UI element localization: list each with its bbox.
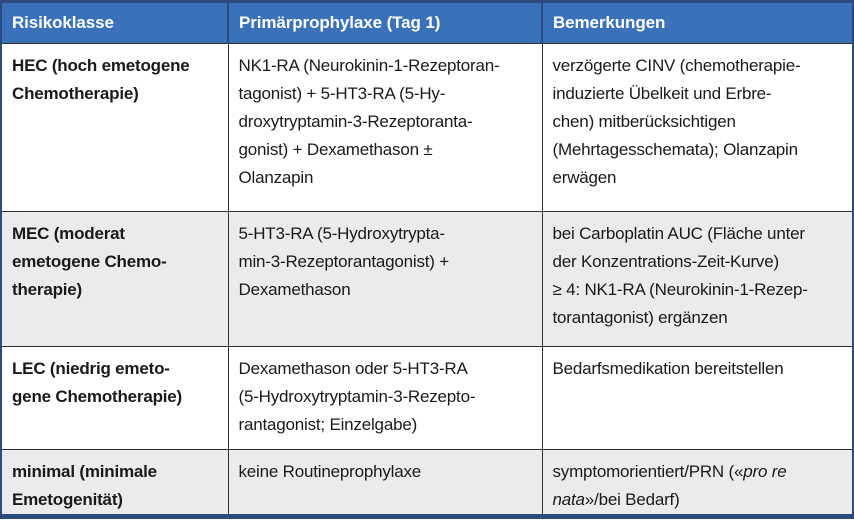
remarks-text-before: symptomorientiert/PRN (« <box>552 461 744 481</box>
cell-prophylaxis-minimal: keine Routineprophylaxe <box>227 448 542 514</box>
header-row: Risikoklasse Primärprophylaxe (Tag 1) Be… <box>2 3 852 43</box>
remarks-latin-italic: pro re <box>743 461 787 481</box>
cell-remarks-minimal: symptomorientiert/PRN («pro re nata»/bei … <box>541 448 852 514</box>
remarks-text-after: »/bei Bedarf) <box>584 489 680 509</box>
remarks-latin-italic: nata <box>552 489 585 509</box>
cell-remarks-mec: bei Carboplatin AUC (Fläche unter der Ko… <box>541 210 852 346</box>
column-header-primaerprophylaxe: Primärprophylaxe (Tag 1) <box>227 3 542 43</box>
column-header-bemerkungen: Bemerkungen <box>541 3 852 43</box>
column-header-risikoklasse: Risikoklasse <box>2 3 228 43</box>
antiemetic-prophylaxis-table: Risikoklasse Primärprophylaxe (Tag 1) Be… <box>2 3 852 514</box>
cell-risk-class-hec: HEC (hoch emetogene Chemotherapie) <box>2 42 228 211</box>
table-row-hec: HEC (hoch emetogene Chemotherapie) NK1-R… <box>2 42 852 211</box>
table-row-minimal: minimal (minimale Emetogenität) keine Ro… <box>2 448 852 514</box>
cell-remarks-lec: Bedarfsmedikation bereitstellen <box>541 345 852 449</box>
cell-risk-class-mec: MEC (moderat emetogene Chemo- therapie) <box>2 210 228 346</box>
cell-prophylaxis-mec: 5-HT3-RA (5-Hydroxytrypta- min-3-Rezepto… <box>227 210 542 346</box>
cell-remarks-hec: verzögerte CINV (chemotherapie- induzier… <box>541 42 852 211</box>
remarks-line-1: symptomorientiert/PRN («pro re <box>553 458 843 486</box>
table-row-lec: LEC (niedrig emeto- gene Chemotherapie) … <box>2 345 852 449</box>
cell-prophylaxis-hec: NK1-RA (Neurokinin-1-Rezeptoran- tagonis… <box>227 42 542 211</box>
table-frame: Risikoklasse Primärprophylaxe (Tag 1) Be… <box>0 0 854 519</box>
table-row-mec: MEC (moderat emetogene Chemo- therapie) … <box>2 210 852 346</box>
cell-risk-class-minimal: minimal (minimale Emetogenität) <box>2 448 228 514</box>
remarks-line-2: nata»/bei Bedarf) <box>553 486 843 514</box>
cell-prophylaxis-lec: Dexamethason oder 5-HT3-RA (5-Hydroxytry… <box>227 345 542 449</box>
cell-risk-class-lec: LEC (niedrig emeto- gene Chemotherapie) <box>2 345 228 449</box>
